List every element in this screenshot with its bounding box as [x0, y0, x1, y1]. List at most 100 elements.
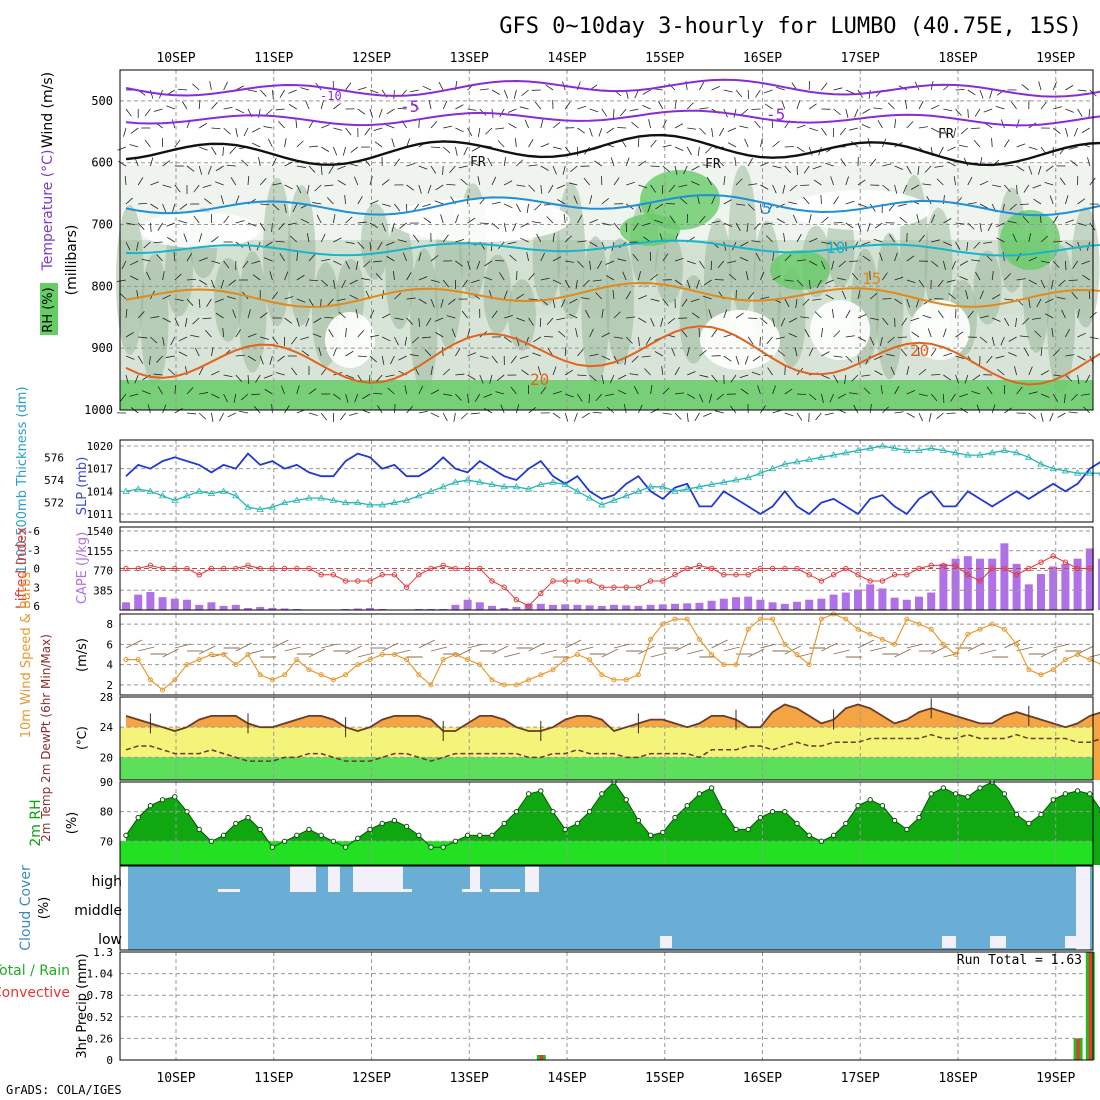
wind-barb — [632, 222, 639, 231]
wind-barb — [681, 329, 688, 338]
cape-bar — [231, 604, 240, 610]
wind-barb — [406, 317, 414, 325]
wind-barb — [333, 260, 342, 266]
wind-barb — [821, 328, 824, 338]
wind-barb — [948, 293, 956, 300]
cloud-strip — [382, 889, 412, 892]
wind-barb — [577, 393, 583, 402]
cape-bar — [439, 608, 448, 610]
wind-barb — [959, 393, 968, 398]
wind-barb — [947, 146, 956, 152]
wind-barb — [300, 336, 310, 340]
wind-barb — [845, 176, 849, 186]
wind-barb — [552, 146, 562, 150]
wind-barb — [193, 215, 200, 224]
wind-barb — [430, 120, 438, 129]
wind-barb — [746, 222, 749, 232]
wind-barb — [320, 165, 323, 175]
wind-barb — [247, 333, 257, 338]
wind-barb — [747, 336, 754, 345]
wind-barb — [259, 222, 266, 231]
wind-barb — [674, 257, 684, 262]
wind-barb — [723, 176, 726, 186]
wind-barb — [953, 176, 956, 186]
wind-barb — [301, 350, 310, 357]
rh2m-point — [879, 803, 886, 809]
wind-barb — [258, 157, 261, 167]
cape-bar — [854, 589, 862, 610]
wind-barb — [796, 146, 805, 153]
wind-barb — [766, 336, 773, 345]
wind-barb — [1002, 252, 1005, 262]
wind-barb — [312, 333, 322, 338]
li-tick: -6 — [27, 525, 40, 538]
wind-barb — [174, 298, 184, 302]
wind-barb — [631, 355, 639, 363]
wind-barb — [702, 295, 712, 300]
pressure-tick: 800 — [91, 279, 113, 293]
wind-barb — [263, 257, 273, 262]
wind10-point — [269, 677, 275, 683]
cape-bar — [195, 604, 204, 610]
wind-barb — [1028, 391, 1038, 395]
rh2m-point — [550, 808, 556, 815]
wind-barb — [964, 374, 969, 384]
wind-barb — [313, 317, 322, 324]
wind-barb — [781, 100, 786, 110]
wind-barb — [1004, 184, 1011, 193]
wind-barb — [760, 138, 763, 148]
wind-barb — [767, 367, 773, 376]
wind-barb — [687, 393, 696, 399]
wind-barb — [260, 336, 269, 340]
rh2m-point — [489, 832, 495, 839]
wind-barb — [784, 165, 791, 174]
wind10-point — [635, 672, 641, 678]
wind-barb — [149, 355, 151, 365]
rh2m-point — [782, 808, 788, 815]
wind-barb — [699, 127, 707, 135]
wind-barb — [1016, 165, 1025, 172]
wind-barb — [760, 203, 763, 213]
wind-barb — [845, 108, 849, 118]
wind-barb — [504, 314, 513, 319]
wind-barb — [638, 317, 647, 323]
cape-bar — [732, 597, 740, 610]
wind10-point — [599, 672, 605, 678]
wind-barb — [655, 203, 664, 210]
wind-barb — [752, 355, 761, 362]
wind-barb — [186, 412, 196, 415]
wind-barb — [1082, 274, 1091, 281]
rh2m-point — [367, 826, 373, 833]
thickness-point — [720, 478, 728, 485]
wind-barb — [694, 412, 700, 421]
wind10-point — [343, 672, 349, 678]
wind-barb — [183, 233, 188, 243]
wind-barb — [760, 161, 769, 167]
wind-barb — [1028, 412, 1037, 419]
wind-barb — [496, 374, 505, 381]
wind10-point — [172, 677, 178, 683]
rh2m-point — [208, 838, 215, 844]
wind10-point — [818, 616, 824, 622]
wind-barb — [975, 272, 981, 281]
wind-barb — [199, 146, 208, 151]
wind-barb — [264, 388, 273, 395]
rh2m-point — [135, 814, 141, 821]
wind-barb — [564, 235, 572, 243]
wind-barb — [882, 184, 890, 191]
li-point — [952, 562, 959, 569]
rh-blob — [214, 257, 242, 342]
wind-barb — [467, 352, 477, 357]
wind-barb — [808, 103, 817, 110]
wind10-barb — [125, 639, 143, 649]
wind-barb — [479, 222, 489, 225]
wind-barb — [647, 203, 651, 213]
wind-barb — [851, 374, 859, 382]
wind-barb — [763, 89, 773, 94]
wind-barb — [484, 260, 493, 267]
cloud-level-label: middle — [74, 903, 122, 919]
wind-barb — [357, 108, 366, 115]
wind-barb — [699, 350, 707, 357]
rh2m-point — [916, 814, 922, 821]
wind-barb — [369, 108, 374, 118]
